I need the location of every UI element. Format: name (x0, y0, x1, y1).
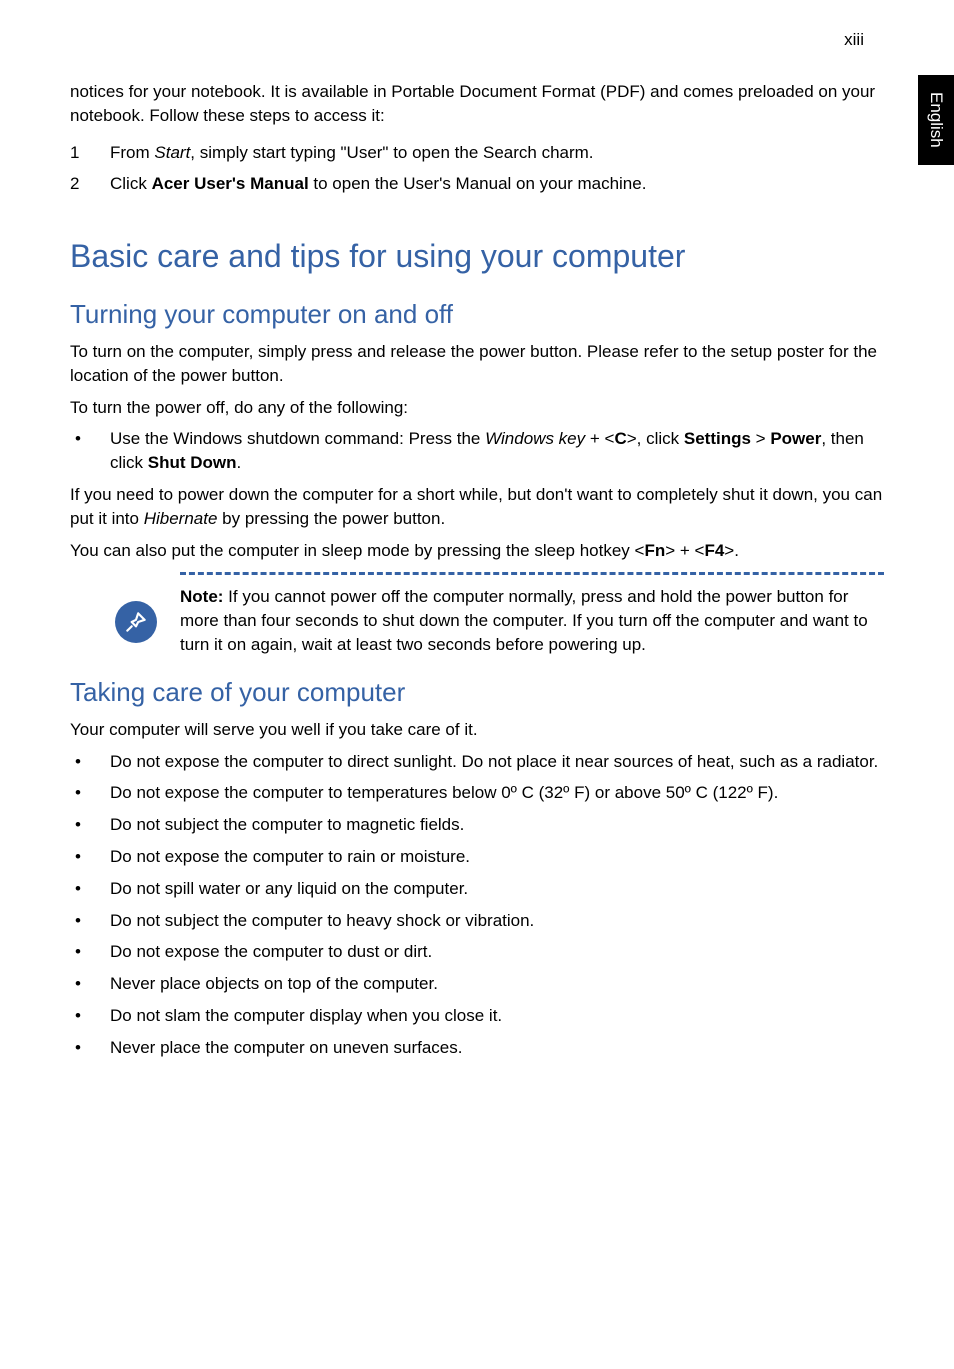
bullet-item: •Do not slam the computer display when y… (70, 1004, 884, 1028)
bullet-marker: • (70, 813, 110, 837)
bullet-marker: • (70, 972, 110, 996)
bullet-marker: • (70, 877, 110, 901)
bullet-item: • Use the Windows shutdown command: Pres… (70, 427, 884, 475)
text-bold: Acer User's Manual (152, 174, 309, 193)
subsection-heading: Taking care of your computer (70, 677, 884, 708)
bullet-item: •Never place objects on top of the compu… (70, 972, 884, 996)
bullet-text: Never place objects on top of the comput… (110, 972, 438, 996)
bullet-marker: • (70, 750, 110, 774)
text-fragment: > (751, 429, 770, 448)
text-fragment: Use the Windows shutdown command: Press … (110, 429, 485, 448)
page-number: xiii (844, 30, 864, 50)
text-fragment: by pressing the power button. (217, 509, 445, 528)
text-fragment: >. (724, 541, 739, 560)
text-fragment: . (237, 453, 242, 472)
bullet-marker: • (70, 1036, 110, 1060)
text-bold: Shut Down (148, 453, 237, 472)
text-italic: Windows key (485, 429, 585, 448)
steps-list: 1 From Start, simply start typing "User"… (70, 140, 884, 197)
text-fragment: + < (585, 429, 614, 448)
paragraph: Your computer will serve you well if you… (70, 718, 884, 742)
intro-paragraph: notices for your notebook. It is availab… (70, 80, 884, 128)
text-bold: Power (770, 429, 821, 448)
text-fragment: You can also put the computer in sleep m… (70, 541, 644, 560)
note-icon (115, 601, 157, 643)
bullet-marker: • (70, 909, 110, 933)
bullet-item: •Do not subject the computer to heavy sh… (70, 909, 884, 933)
step-number: 1 (70, 140, 110, 166)
text-fragment: Click (110, 174, 152, 193)
step-item: 1 From Start, simply start typing "User"… (70, 140, 884, 166)
text-fragment: to open the User's Manual on your machin… (309, 174, 647, 193)
text-bold: C (614, 429, 626, 448)
bullet-item: •Do not spill water or any liquid on the… (70, 877, 884, 901)
bullet-item: •Do not expose the computer to rain or m… (70, 845, 884, 869)
bullet-marker: • (70, 940, 110, 964)
bullet-text: Do not expose the computer to dust or di… (110, 940, 432, 964)
text-fragment: >, click (627, 429, 684, 448)
pin-icon (123, 609, 149, 635)
paragraph: If you need to power down the computer f… (70, 483, 884, 531)
bullet-text: Do not expose the computer to direct sun… (110, 750, 878, 774)
bullet-text: Do not expose the computer to temperatur… (110, 781, 778, 805)
step-text: Click Acer User's Manual to open the Use… (110, 171, 646, 197)
bullet-list: • Use the Windows shutdown command: Pres… (70, 427, 884, 475)
bullet-text: Do not subject the computer to magnetic … (110, 813, 464, 837)
bullet-marker: • (70, 781, 110, 805)
care-bullet-list: •Do not expose the computer to direct su… (70, 750, 884, 1060)
bullet-text: Do not spill water or any liquid on the … (110, 877, 468, 901)
text-bold: Settings (684, 429, 751, 448)
text-bold: Fn (644, 541, 665, 560)
bullet-text: Do not expose the computer to rain or mo… (110, 845, 470, 869)
bullet-text: Never place the computer on uneven surfa… (110, 1036, 462, 1060)
bullet-marker: • (70, 845, 110, 869)
bullet-item: •Never place the computer on uneven surf… (70, 1036, 884, 1060)
bullet-marker: • (70, 1004, 110, 1028)
language-tab: English (918, 75, 954, 165)
paragraph: To turn on the computer, simply press an… (70, 340, 884, 388)
bullet-marker: • (70, 427, 110, 475)
note-divider (180, 572, 884, 575)
text-bold: F4 (704, 541, 724, 560)
paragraph: To turn the power off, do any of the fol… (70, 396, 884, 420)
bullet-item: •Do not expose the computer to direct su… (70, 750, 884, 774)
text-fragment: , simply start typing "User" to open the… (190, 143, 593, 162)
text-fragment: If you cannot power off the computer nor… (180, 587, 868, 654)
bullet-item: •Do not subject the computer to magnetic… (70, 813, 884, 837)
text-fragment: > + < (665, 541, 704, 560)
note-label: Note: (180, 587, 223, 606)
section-heading: Basic care and tips for using your compu… (70, 237, 884, 275)
step-item: 2 Click Acer User's Manual to open the U… (70, 171, 884, 197)
step-number: 2 (70, 171, 110, 197)
subsection-heading: Turning your computer on and off (70, 299, 884, 330)
bullet-text: Do not subject the computer to heavy sho… (110, 909, 534, 933)
note-text: Note: If you cannot power off the comput… (180, 585, 884, 656)
bullet-item: •Do not expose the computer to temperatu… (70, 781, 884, 805)
bullet-text: Use the Windows shutdown command: Press … (110, 427, 884, 475)
bullet-text: Do not slam the computer display when yo… (110, 1004, 502, 1028)
text-fragment: From (110, 143, 154, 162)
bullet-item: •Do not expose the computer to dust or d… (70, 940, 884, 964)
text-italic: Start (154, 143, 190, 162)
note-icon-wrap (115, 585, 180, 656)
step-text: From Start, simply start typing "User" t… (110, 140, 594, 166)
text-italic: Hibernate (144, 509, 218, 528)
paragraph: You can also put the computer in sleep m… (70, 539, 884, 563)
note-block: Note: If you cannot power off the comput… (70, 572, 884, 656)
